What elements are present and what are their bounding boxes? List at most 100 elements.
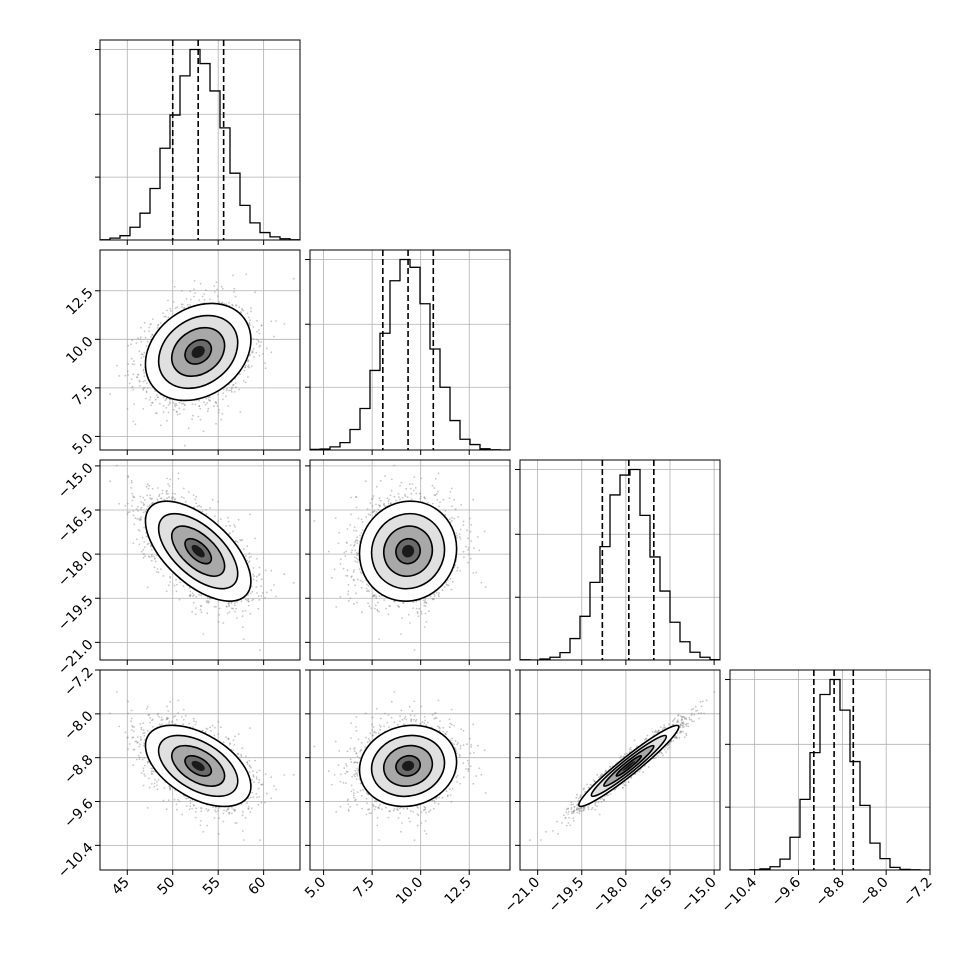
sample-point bbox=[254, 291, 256, 294]
sample-point bbox=[166, 477, 168, 480]
sample-point bbox=[356, 552, 359, 555]
sample-point bbox=[167, 316, 170, 319]
sample-point bbox=[136, 518, 139, 520]
sample-point bbox=[207, 601, 210, 604]
sample-point bbox=[143, 321, 146, 324]
sample-point bbox=[215, 401, 217, 403]
density-peak bbox=[191, 345, 205, 359]
sample-point bbox=[234, 525, 237, 528]
sample-point bbox=[139, 364, 142, 367]
sample-point bbox=[180, 402, 183, 405]
sample-point bbox=[157, 324, 159, 327]
sample-point bbox=[386, 497, 389, 500]
sample-point bbox=[251, 590, 254, 593]
sample-point bbox=[241, 309, 244, 311]
sample-point bbox=[258, 332, 261, 335]
sample-point bbox=[178, 407, 181, 410]
sample-point bbox=[446, 584, 449, 586]
sample-point bbox=[241, 610, 244, 613]
sample-point bbox=[151, 487, 154, 490]
sample-point bbox=[143, 351, 146, 354]
sample-point bbox=[150, 323, 152, 325]
sample-point bbox=[222, 398, 224, 401]
sample-point bbox=[207, 407, 210, 410]
sample-point bbox=[175, 579, 177, 581]
sample-point bbox=[345, 574, 347, 577]
sample-point bbox=[354, 584, 356, 587]
sample-point bbox=[258, 566, 261, 569]
sample-point bbox=[171, 492, 174, 495]
sample-point bbox=[185, 297, 188, 300]
sample-point bbox=[145, 397, 147, 400]
sample-point bbox=[270, 320, 273, 323]
sample-point bbox=[131, 386, 133, 389]
sample-point bbox=[247, 366, 249, 368]
sample-point bbox=[260, 585, 262, 588]
sample-point bbox=[138, 380, 141, 383]
sample-point bbox=[243, 369, 246, 372]
sample-point bbox=[130, 480, 133, 482]
sample-point bbox=[184, 501, 187, 503]
sample-point bbox=[159, 402, 161, 405]
sample-point bbox=[191, 418, 194, 420]
sample-point bbox=[139, 336, 142, 339]
sample-point bbox=[142, 387, 145, 390]
sample-point bbox=[233, 524, 236, 526]
sample-point bbox=[214, 401, 217, 404]
sample-point bbox=[252, 337, 255, 340]
sample-point bbox=[228, 532, 231, 534]
hist-panel-1 bbox=[305, 249, 511, 455]
sample-point bbox=[369, 514, 372, 517]
sample-point bbox=[258, 599, 261, 601]
sample-point bbox=[135, 342, 138, 344]
sample-point bbox=[151, 497, 153, 500]
sample-point bbox=[233, 287, 236, 290]
sample-point bbox=[198, 399, 200, 402]
sample-point bbox=[142, 502, 145, 504]
sample-point bbox=[248, 604, 250, 607]
sample-point bbox=[169, 581, 172, 583]
sample-point bbox=[245, 555, 247, 557]
sample-point bbox=[145, 382, 148, 385]
sample-point bbox=[143, 541, 146, 543]
sample-point bbox=[254, 537, 256, 540]
sample-point bbox=[168, 401, 171, 404]
sample-point bbox=[227, 602, 230, 604]
sample-point bbox=[208, 399, 211, 402]
sample-point bbox=[150, 503, 153, 505]
sample-point bbox=[130, 357, 133, 360]
sample-point bbox=[194, 403, 197, 406]
sample-point bbox=[153, 566, 156, 569]
sample-point bbox=[219, 518, 222, 521]
sample-point bbox=[137, 337, 139, 340]
sample-point bbox=[128, 382, 131, 385]
sample-point bbox=[201, 295, 204, 298]
sample-point bbox=[167, 404, 170, 406]
sample-point bbox=[247, 600, 250, 603]
sample-point bbox=[350, 575, 353, 578]
sample-point bbox=[255, 338, 258, 341]
sample-point bbox=[145, 508, 148, 511]
sample-point bbox=[169, 402, 171, 405]
sample-point bbox=[142, 553, 145, 555]
sample-point bbox=[197, 415, 200, 418]
sample-point bbox=[147, 542, 150, 545]
sample-point bbox=[245, 273, 248, 276]
sample-point bbox=[214, 515, 216, 518]
sample-point bbox=[138, 530, 141, 532]
sample-point bbox=[193, 506, 195, 508]
sample-point bbox=[235, 607, 238, 610]
sample-point bbox=[202, 633, 205, 635]
sample-point bbox=[200, 605, 203, 607]
sample-point bbox=[150, 545, 152, 548]
sample-point bbox=[250, 307, 252, 309]
sample-point bbox=[150, 404, 153, 407]
sample-point bbox=[283, 573, 286, 576]
sample-point bbox=[235, 617, 238, 619]
sample-point bbox=[156, 394, 158, 396]
sample-point bbox=[156, 396, 159, 398]
sample-point bbox=[131, 492, 134, 495]
sample-point bbox=[235, 304, 237, 306]
contour-line bbox=[157, 512, 239, 590]
sample-point bbox=[170, 310, 172, 312]
